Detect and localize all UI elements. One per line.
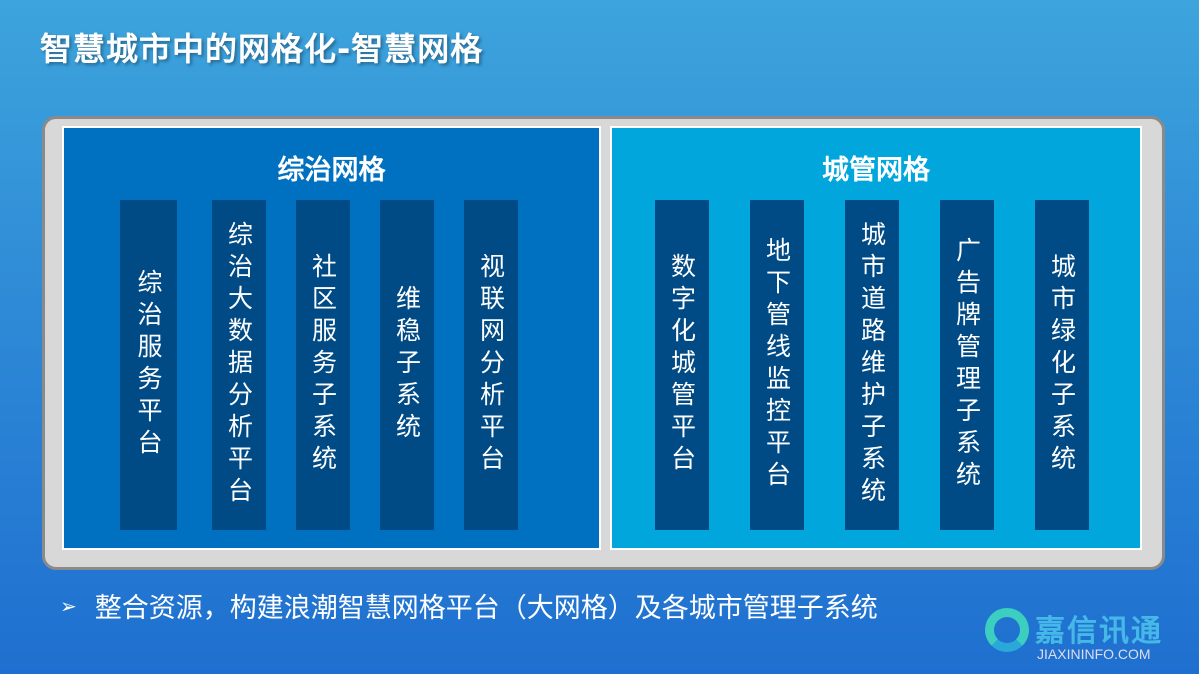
company-logo: 嘉信讯通 JIAXININFO.COM — [985, 604, 1185, 664]
system-column: 社区服务子系统 — [296, 200, 350, 530]
system-column: 地下管线监控平台 — [750, 200, 804, 530]
system-column: 视联网分析平台 — [464, 200, 518, 530]
system-column: 广告牌管理子系统 — [940, 200, 994, 530]
slide-title: 智慧城市中的网格化-智慧网格 — [40, 30, 484, 68]
column-label: 综治服务平台 — [134, 269, 163, 461]
system-column: 维稳子系统 — [380, 200, 434, 530]
arrow-right-icon: ➢ — [60, 593, 77, 618]
system-column: 城市绿化子系统 — [1035, 200, 1089, 530]
logo-cn: 嘉信讯通 — [1035, 614, 1163, 649]
city-management-grid-panel: 城管网格 数字化城管平台 地下管线监控平台 城市道路维护子系统 广告牌管理子系统… — [610, 126, 1142, 550]
column-label: 维稳子系统 — [392, 285, 422, 445]
column-label: 综治大数据分析平台 — [224, 221, 254, 509]
system-column: 数字化城管平台 — [655, 200, 709, 530]
bullet-point: ➢ 整合资源，构建浪潮智慧网格平台（大网格）及各城市管理子系统 — [60, 586, 878, 625]
column-label: 城市道路维护子系统 — [857, 221, 887, 509]
column-label: 城市绿化子系统 — [1047, 253, 1077, 477]
system-column: 综治大数据分析平台 — [212, 200, 266, 530]
system-column: 综治服务平台 — [120, 200, 177, 530]
panel-title: 综治网格 — [277, 155, 386, 186]
panel-title: 城管网格 — [822, 155, 930, 186]
column-label: 数字化城管平台 — [667, 253, 697, 477]
column-label: 社区服务子系统 — [308, 253, 338, 477]
column-label: 地下管线监控平台 — [762, 237, 792, 493]
logo-en: JIAXININFO.COM — [1037, 646, 1151, 662]
bullet-text: 整合资源，构建浪潮智慧网格平台（大网格）及各城市管理子系统 — [94, 593, 878, 624]
logo-mark-icon — [985, 608, 1029, 652]
column-label: 视联网分析平台 — [476, 253, 506, 477]
system-column: 城市道路维护子系统 — [845, 200, 899, 530]
column-label: 广告牌管理子系统 — [952, 237, 982, 493]
comprehensive-grid-panel: 综治网格 综治服务平台 综治大数据分析平台 社区服务子系统 维稳子系统 视联网分… — [62, 126, 601, 550]
